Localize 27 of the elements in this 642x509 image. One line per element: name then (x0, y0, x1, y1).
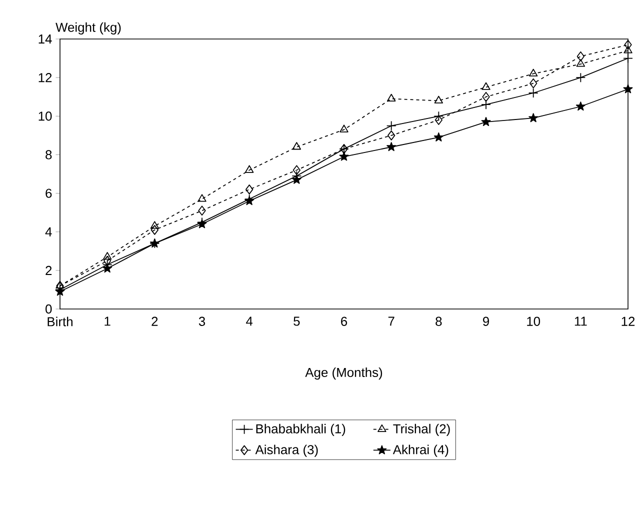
x-tick-label: 9 (483, 316, 489, 326)
y-tick-label: 14 (38, 34, 52, 44)
x-tick-label: 3 (198, 316, 206, 326)
y-tick-label: 2 (46, 266, 52, 275)
legend-label: Bhababkhali (1) (256, 424, 346, 436)
x-tick-label: 1 (104, 316, 110, 326)
x-tick-label: 10 (527, 316, 540, 326)
x-tick-label: 8 (436, 316, 442, 326)
x-tick-label: 6 (341, 316, 348, 326)
y-tick-label: 6 (46, 188, 52, 198)
x-tick-label: 12 (622, 316, 635, 326)
y-axis-title: Weight (kg) (56, 22, 121, 34)
y-tick-label: 4 (45, 227, 52, 236)
x-tick-label: Birth (48, 316, 72, 326)
x-tick-label: 11 (574, 316, 587, 326)
legend-label: Trishal (2) (393, 424, 450, 436)
x-tick-label: 2 (152, 316, 158, 326)
legend-label: Akhrai (4) (392, 444, 448, 457)
y-tick-label: 0 (46, 304, 52, 314)
x-axis-title: Age (Months) (305, 368, 382, 380)
x-tick-label: 7 (388, 316, 394, 326)
y-tick-label: 8 (46, 150, 52, 160)
y-tick-label: 12 (38, 73, 52, 82)
x-tick-label: 4 (246, 316, 253, 326)
y-tick-label: 10 (38, 112, 52, 121)
legend-label: Aishara (3) (255, 444, 318, 457)
x-tick-label: 5 (294, 316, 300, 326)
